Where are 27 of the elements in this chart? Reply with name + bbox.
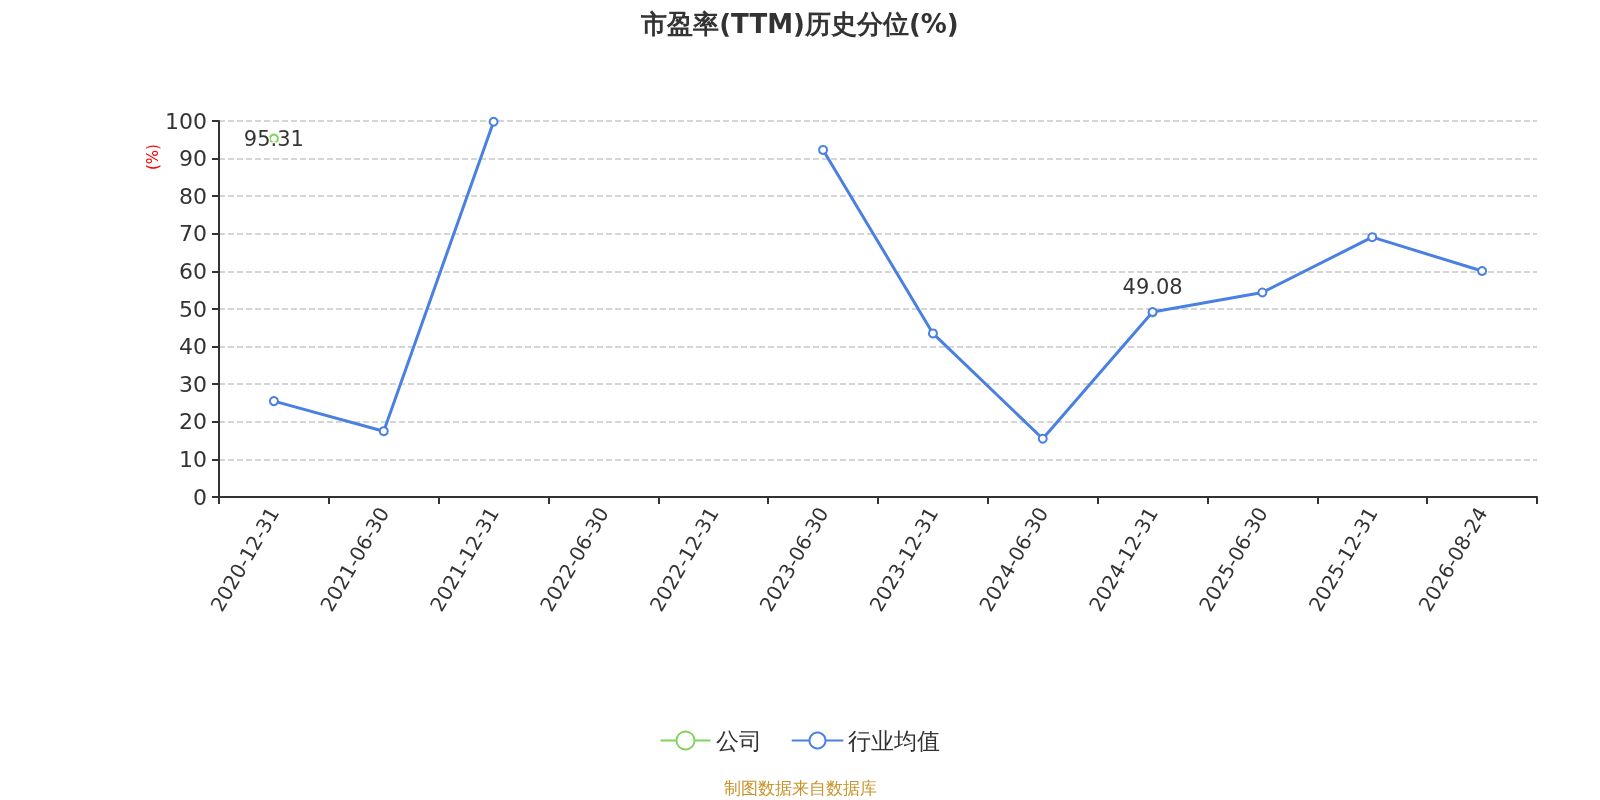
point [1257, 287, 1268, 298]
point [378, 426, 389, 437]
y-tick-label: 0 [193, 484, 207, 510]
y-tick-label: 70 [179, 221, 207, 247]
legend-label: 行业均值 [847, 727, 940, 754]
chart-title: 市盈率(TTM)历史分位(%) [640, 9, 959, 39]
point [1367, 232, 1378, 243]
y-tick-label: 60 [179, 258, 207, 284]
y-tick-label: 80 [179, 183, 207, 209]
point [927, 328, 938, 339]
point [1037, 433, 1048, 444]
text: 制图数据来自数据库 [723, 777, 877, 798]
data-label: 95.31 [243, 126, 304, 151]
y-tick-label: 10 [179, 446, 207, 472]
point [1477, 266, 1488, 277]
y-axis-title: (%) [144, 144, 162, 170]
y-tick-label: 90 [179, 146, 207, 172]
y-tick-label: 30 [179, 371, 207, 397]
point [818, 144, 829, 155]
point [488, 116, 499, 127]
y-tick-label: 50 [179, 296, 207, 322]
legend-label: 公司 [715, 727, 762, 754]
data-label: 49.08 [1122, 274, 1183, 299]
y-tick-label: 100 [165, 108, 207, 134]
y-tick-label: 20 [179, 409, 207, 435]
point [268, 396, 279, 407]
y-tick-label: 40 [179, 334, 207, 360]
